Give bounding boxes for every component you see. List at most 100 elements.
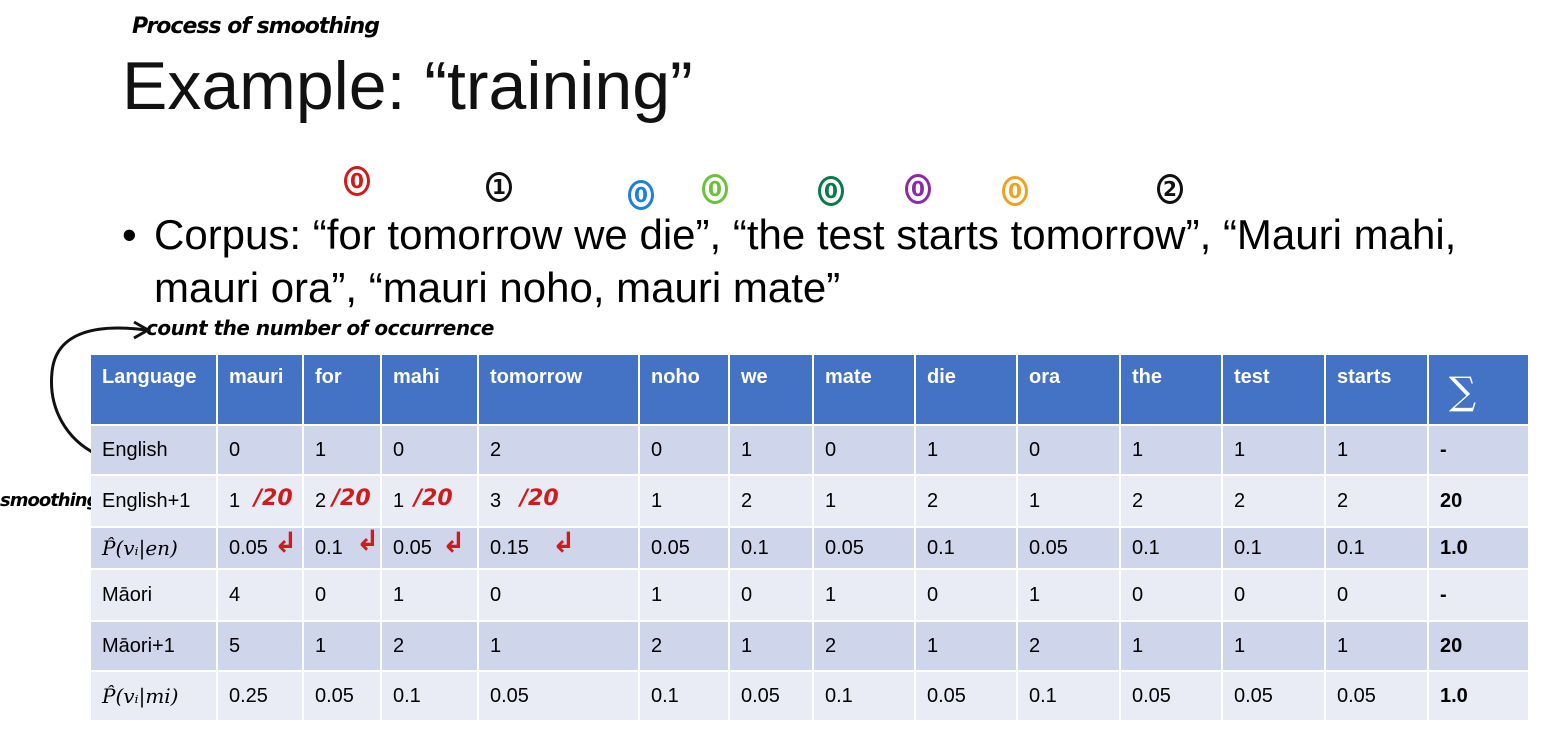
row-label: Māori (91, 569, 218, 622)
table-cell: 1 (1222, 621, 1326, 672)
table-cell: 0 (1120, 569, 1223, 622)
table-cell: 1 (1120, 621, 1223, 672)
handwritten-note-count: count the number of occurrence (146, 316, 495, 340)
table-cell: 0 (478, 569, 640, 622)
table-cell: 0.15 (478, 527, 640, 570)
table-cell: 3 (478, 475, 640, 528)
table-cell: 2 (303, 475, 382, 528)
table-cell: 0.1 (1120, 527, 1223, 570)
table-cell: 0.05 (1017, 527, 1121, 570)
table-cell: 0.1 (729, 527, 814, 570)
table-cell: 0.1 (303, 527, 382, 570)
table-cell: 2 (1017, 621, 1121, 672)
table-cell: 0.05 (915, 671, 1018, 722)
table-cell: 0.05 (1325, 671, 1429, 722)
table-cell: 2 (813, 621, 916, 672)
table-cell: 0.1 (381, 671, 479, 722)
table-cell: 0 (729, 569, 814, 622)
table-row: English+1 1 2 1 3 1 2 1 2 1 2 2 2 20 (91, 475, 1530, 528)
table-cell: 1 (478, 621, 640, 672)
table-cell: 2 (1222, 475, 1326, 528)
table-cell: 2 (1120, 475, 1223, 528)
red-fraction-note-2: /20 (332, 486, 371, 511)
table-cell: 0.1 (915, 527, 1018, 570)
red-fraction-note-4: /20 (520, 486, 559, 511)
table-cell: 1 (1120, 425, 1223, 476)
table-cell: 0.25 (217, 671, 304, 722)
table-cell: 0.05 (1222, 671, 1326, 722)
table-cell: 1 (729, 425, 814, 476)
table-cell: 2 (639, 621, 730, 672)
row-label: P̂(vᵢ|mi) (91, 671, 218, 722)
table-cell: 1 (729, 621, 814, 672)
table-cell: 1 (217, 475, 304, 528)
table-cell: 1 (1325, 621, 1429, 672)
table-cell: 0 (813, 425, 916, 476)
circled-number-7: 0 (1002, 176, 1028, 206)
table-cell: 0.1 (639, 671, 730, 722)
table-cell: 0.05 (639, 527, 730, 570)
circled-number-4: 0 (702, 174, 728, 204)
row-label: English+1 (91, 475, 218, 528)
header-cell: starts (1325, 355, 1429, 426)
sum-cell: 20 (1428, 621, 1530, 672)
table-cell: 0 (639, 425, 730, 476)
table-cell: 0.05 (478, 671, 640, 722)
bullet-marker: • (122, 211, 137, 258)
table-cell: 1 (381, 569, 479, 622)
table-cell: 0.05 (729, 671, 814, 722)
row-label: Māori+1 (91, 621, 218, 672)
circled-number-1: 0 (344, 166, 370, 196)
red-hook-arrow-icon: ↲ (274, 526, 298, 559)
slide-title: Example: “training” (122, 48, 693, 124)
header-cell: we (729, 355, 814, 426)
table-row: P̂(vᵢ|mi) 0.25 0.05 0.1 0.05 0.1 0.05 0.… (91, 671, 1530, 722)
table-cell: 0 (1017, 425, 1121, 476)
table-cell: 0.05 (217, 527, 304, 570)
table-cell: 1 (915, 425, 1018, 476)
corpus-text: Corpus: “for tomorrow we die”, “the test… (154, 211, 1457, 311)
table-cell: 0 (1325, 569, 1429, 622)
sum-symbol-header: ∑ (1428, 355, 1530, 426)
table-cell: 1 (1325, 425, 1429, 476)
sum-cell: - (1428, 425, 1530, 476)
header-cell: die (915, 355, 1018, 426)
header-cell: ora (1017, 355, 1121, 426)
table-cell: 0.1 (813, 671, 916, 722)
table-cell: 1 (1017, 569, 1121, 622)
table-cell: 2 (381, 621, 479, 672)
circled-number-8: 2 (1157, 174, 1183, 204)
circled-number-2: 1 (486, 172, 512, 202)
table-row: Māori+1 5 1 2 1 2 1 2 1 2 1 1 1 20 (91, 621, 1530, 672)
sum-cell: 1.0 (1428, 527, 1530, 570)
red-hook-arrow-icon: ↲ (552, 526, 576, 559)
table-cell: 5 (217, 621, 304, 672)
circled-number-3: 0 (628, 180, 654, 210)
frequency-table: Language mauri for mahi tomorrow noho we… (91, 355, 1530, 722)
table-cell: 0.05 (303, 671, 382, 722)
header-cell: the (1120, 355, 1223, 426)
header-cell: noho (639, 355, 730, 426)
table-cell: 1 (813, 475, 916, 528)
table-cell: 1 (915, 621, 1018, 672)
sum-cell: - (1428, 569, 1530, 622)
table-cell: 4 (217, 569, 304, 622)
table-cell: 2 (478, 425, 640, 476)
table-cell: 0.05 (381, 527, 479, 570)
table-cell: 2 (729, 475, 814, 528)
table-cell: 0 (381, 425, 479, 476)
table-row: Māori 4 0 1 0 1 0 1 0 1 0 0 0 - (91, 569, 1530, 622)
sum-cell: 20 (1428, 475, 1530, 528)
header-cell: for (303, 355, 382, 426)
header-cell: Language (91, 355, 218, 426)
handwritten-note-smoothing: smoothing (0, 490, 99, 511)
table-cell: 1 (1017, 475, 1121, 528)
circled-number-5: 0 (818, 176, 844, 206)
table-cell: 1 (639, 475, 730, 528)
sum-cell: 1.0 (1428, 671, 1530, 722)
table-cell: 0 (915, 569, 1018, 622)
table-row: English 0 1 0 2 0 1 0 1 0 1 1 1 - (91, 425, 1530, 476)
table-cell: 0.05 (1120, 671, 1223, 722)
table-cell: 2 (915, 475, 1018, 528)
table-cell: 0.1 (1017, 671, 1121, 722)
